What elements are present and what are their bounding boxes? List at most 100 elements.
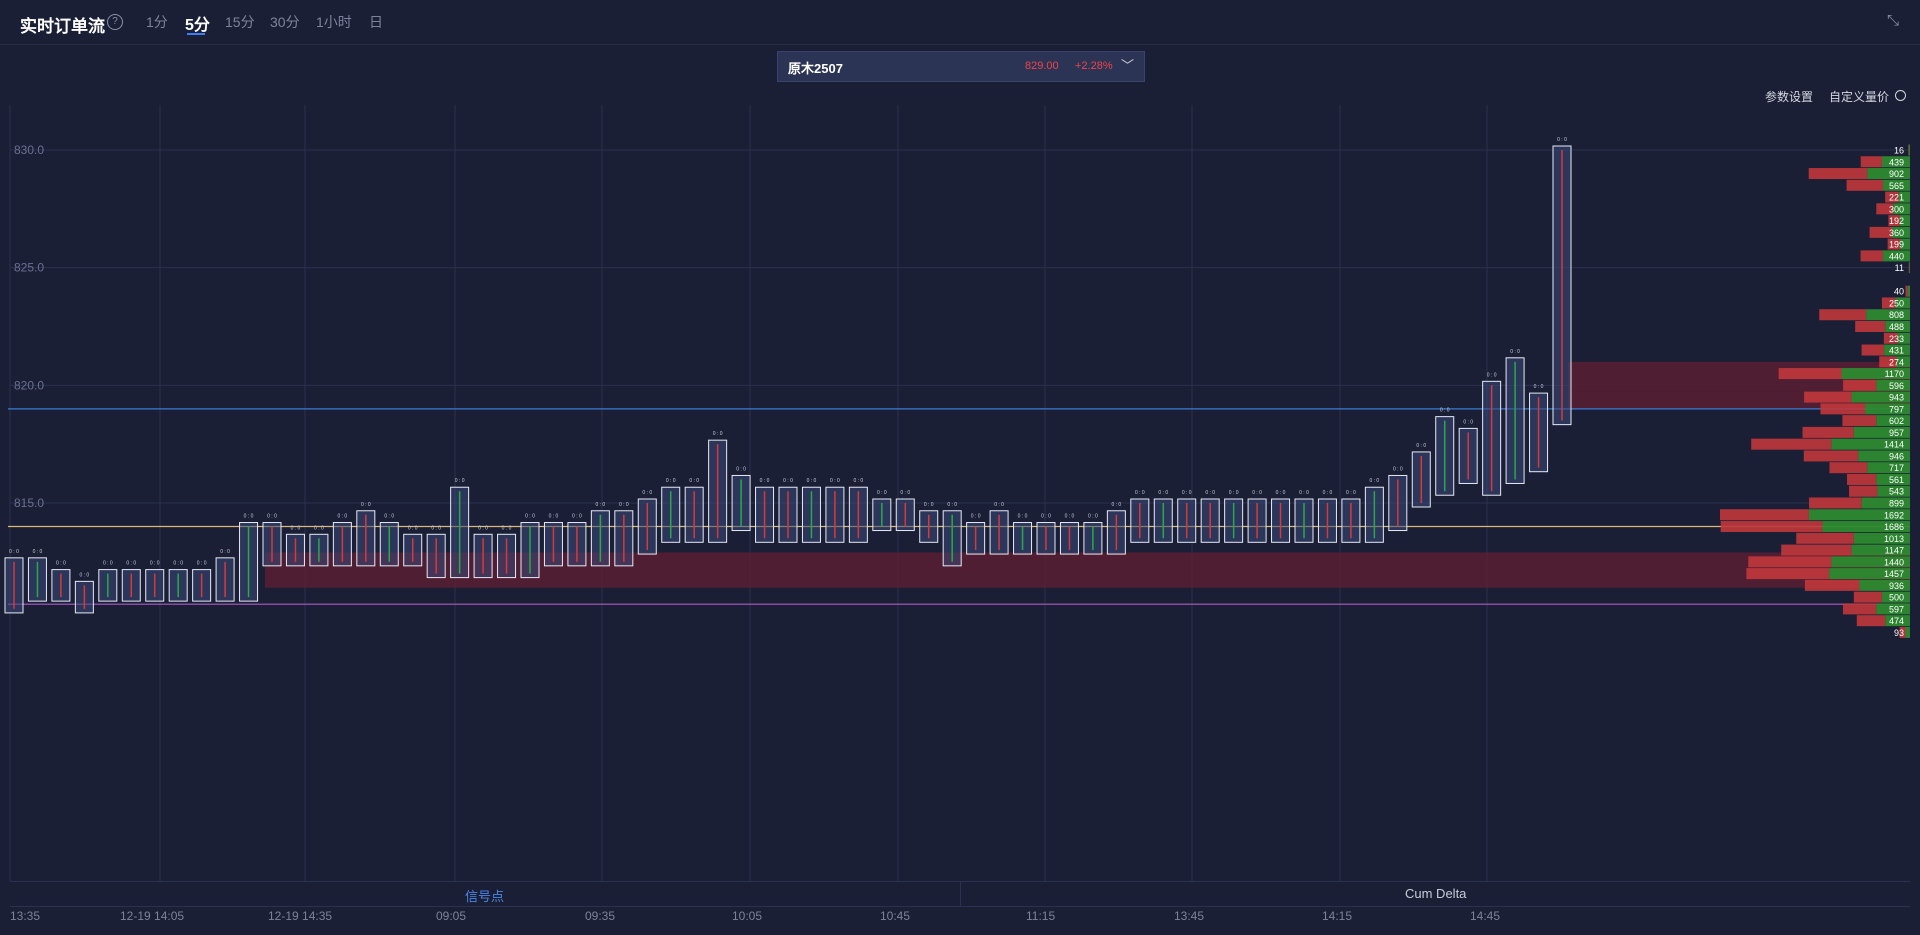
symbol-name: 原木2507 — [788, 61, 843, 76]
volume-profile-value: 500 — [1889, 593, 1904, 603]
volume-profile-buy — [1895, 297, 1910, 309]
tab-day[interactable]: 日 — [369, 14, 383, 30]
signal-panel-label[interactable]: 信号点 — [465, 889, 505, 904]
footprint-bar-header: 0 : 0 — [830, 478, 840, 484]
footprint-bar-header: 0 : 0 — [478, 525, 488, 531]
volume-profile-buy — [1884, 344, 1910, 356]
footprint-bar-header: 0 : 0 — [853, 478, 863, 484]
footprint-bar-header: 0 : 0 — [1252, 490, 1262, 496]
symbol-selector[interactable]: 原木2507 829.00 +2.28% ﹀ — [777, 51, 1145, 82]
footprint-bar-header: 0 : 0 — [126, 561, 136, 567]
footprint-bar — [919, 510, 939, 543]
footprint-bar-header: 0 : 0 — [1299, 490, 1309, 496]
volume-profile-buy — [1858, 450, 1910, 462]
volume-profile-buy — [1851, 544, 1910, 556]
footprint-bar — [215, 557, 235, 602]
volume-profile-sell — [1856, 615, 1886, 627]
volume-profile-buy — [1898, 191, 1910, 203]
time-axis-label: 14:45 — [1470, 909, 1501, 923]
footprint-bar — [942, 510, 962, 567]
footprint-bar-header: 0 : 0 — [1440, 408, 1450, 414]
footprint-bar-header: 0 : 0 — [807, 478, 817, 484]
footprint-chart[interactable]: 830.0 825.0 820.0 815.0 0 : 0 0 : 0 0 : 0 0 : 0… — [0, 105, 1920, 885]
volume-profile-sell — [1899, 626, 1906, 638]
tab-1min[interactable]: 1分 — [146, 14, 168, 30]
footprint-bar — [1435, 416, 1455, 496]
volume-profile-sell — [1804, 579, 1860, 591]
volume-profile-sell — [1881, 297, 1896, 309]
footprint-bar-header: 0 : 0 — [1393, 466, 1403, 472]
footprint-bar-header: 0 : 0 — [1416, 443, 1426, 449]
custom-volume-price-button[interactable]: 自定义量价 — [1829, 90, 1890, 104]
footprint-bar — [801, 486, 821, 543]
help-icon[interactable]: ? — [107, 14, 123, 30]
footprint-bar-header: 0 : 0 — [1346, 490, 1356, 496]
footprint-bar — [239, 522, 259, 602]
tab-30min[interactable]: 30分 — [270, 14, 300, 30]
footprint-bar — [708, 439, 728, 543]
footprint-bar-header: 0 : 0 — [103, 561, 113, 567]
volume-profile-sell — [1751, 438, 1832, 450]
footprint-bar — [1153, 498, 1173, 543]
cum-delta-panel-label[interactable]: Cum Delta — [1405, 886, 1467, 901]
footprint-bar-header: 0 : 0 — [736, 466, 746, 472]
footprint-bar — [825, 486, 845, 543]
footprint-bar — [1036, 522, 1056, 555]
page-title: 实时订单流 — [20, 17, 105, 36]
footprint-bar-header: 0 : 0 — [1463, 419, 1473, 425]
volume-profile-value: 93 — [1894, 628, 1904, 638]
footprint-bar — [684, 486, 704, 543]
panel-divider — [960, 881, 961, 906]
volume-profile-sell — [1861, 344, 1885, 356]
footprint-bar — [262, 522, 282, 567]
volume-profile-sell — [1748, 556, 1832, 568]
footprint-bar-header: 0 : 0 — [1487, 372, 1497, 378]
time-axis-label: 11:15 — [1026, 909, 1056, 923]
footprint-bar — [1059, 522, 1079, 555]
param-settings-button[interactable]: 参数设置 — [1765, 90, 1814, 104]
volume-profile-sell — [1847, 473, 1877, 485]
volume-profile-buy — [1893, 203, 1910, 215]
footprint-bar — [332, 522, 352, 567]
tab-1hour[interactable]: 1小时 — [316, 14, 352, 30]
volume-profile-value: 602 — [1889, 416, 1904, 426]
volume-profile-value: 192 — [1889, 216, 1904, 226]
tab-5min[interactable]: 5分 — [185, 17, 210, 34]
footprint-bar — [51, 569, 71, 602]
footprint-bar-header: 0 : 0 — [431, 525, 441, 531]
volume-profile-value: 899 — [1889, 499, 1904, 509]
footprint-bar — [661, 486, 681, 543]
volume-profile-value: 1440 — [1884, 557, 1904, 567]
volume-profile-sell — [1853, 591, 1882, 603]
tab-15min[interactable]: 15分 — [225, 14, 255, 30]
footprint-bar-header: 0 : 0 — [1229, 490, 1239, 496]
volume-profile-buy — [1876, 473, 1910, 485]
footprint-bar-header: 0 : 0 — [947, 502, 957, 508]
footprint-bar-header: 0 : 0 — [1323, 490, 1333, 496]
footprint-bar-header: 0 : 0 — [197, 561, 207, 567]
time-axis-label: 12-19 14:05 — [120, 909, 185, 923]
volume-profile-value: 1170 — [1885, 369, 1904, 379]
volume-profile-value: 233 — [1889, 334, 1904, 344]
footprint-bar-header: 0 : 0 — [1557, 137, 1567, 143]
clock-icon[interactable] — [1895, 90, 1906, 101]
footprint-bar-header: 0 : 0 — [502, 525, 512, 531]
volume-profile-sell — [1905, 285, 1908, 297]
footprint-bar-header: 0 : 0 — [314, 525, 324, 531]
collapse-icon[interactable]: ⤡ — [1886, 12, 1899, 29]
volume-profile-value: 1013 — [1884, 534, 1904, 544]
footprint-bar-header: 0 : 0 — [173, 561, 183, 567]
volume-profile-sell — [1887, 238, 1900, 250]
volume-profile-value: 943 — [1889, 393, 1904, 403]
volume-profile-buy — [1859, 579, 1910, 591]
volume-profile-sell — [1846, 179, 1884, 191]
volume-profile-sell — [1843, 379, 1877, 391]
footprint-bar — [731, 474, 751, 532]
footprint-bar — [450, 486, 470, 579]
time-axis-label: 10:05 — [732, 909, 763, 923]
volume-profile-buy — [1876, 379, 1910, 391]
footprint-bar — [379, 522, 399, 567]
footprint-bar — [1341, 498, 1361, 543]
volume-profile-sell — [1829, 462, 1868, 474]
footprint-bar — [895, 498, 915, 532]
